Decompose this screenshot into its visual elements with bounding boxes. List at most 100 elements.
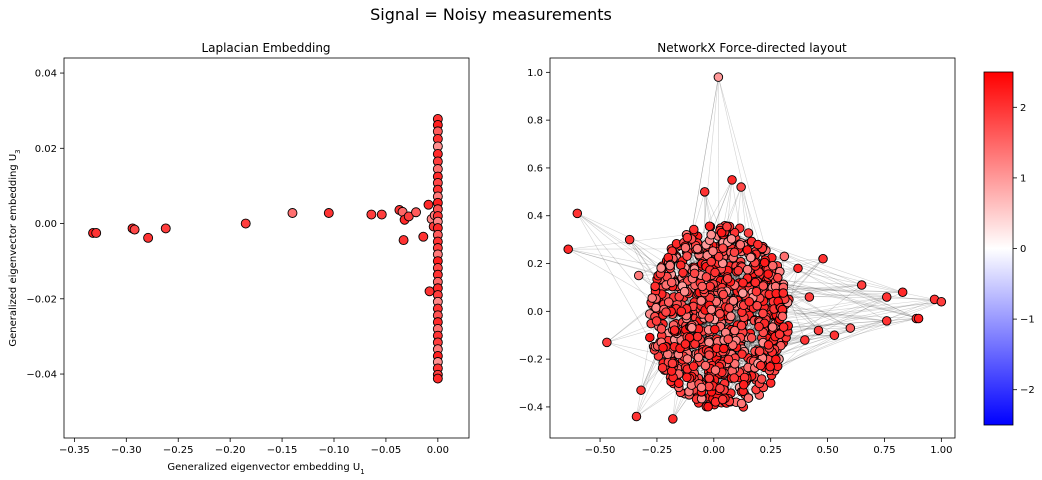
network-node <box>706 256 717 267</box>
network-node <box>651 316 662 326</box>
laplacian-point <box>432 373 443 384</box>
force-layout-x-tick-label: −0.50 <box>585 445 616 456</box>
network-node <box>697 281 707 292</box>
network-edge <box>636 337 651 417</box>
force-layout-x-tick-label: 0.00 <box>703 445 725 456</box>
network-node <box>680 242 691 253</box>
colorbar-tick-label: 1 <box>1020 173 1026 184</box>
laplacian-point <box>418 231 429 242</box>
network-node <box>723 334 733 344</box>
network-node <box>881 292 892 302</box>
network-node <box>738 278 748 288</box>
network-edge <box>778 318 917 329</box>
network-node <box>666 277 677 288</box>
network-edge <box>780 287 903 293</box>
laplacian-y-axis-label: Generalized eigenvector embedding U3 <box>8 149 22 346</box>
laplacian-y-ticks: −0.04 −0.02 0.00 0.02 0.04 <box>26 69 64 381</box>
laplacian-x-tick-label: −0.15 <box>267 445 298 456</box>
network-node <box>633 270 644 281</box>
network-node <box>699 187 710 197</box>
laplacian-point <box>366 209 377 220</box>
force-layout-plot-title: NetworkX Force-directed layout <box>657 41 847 55</box>
network-node <box>750 277 761 288</box>
network-node <box>759 257 770 268</box>
laplacian-x-tick-label: −0.10 <box>319 445 350 456</box>
network-node <box>647 293 657 303</box>
network-node <box>674 378 684 389</box>
laplacian-y-tick-label: −0.02 <box>26 294 57 305</box>
network-node <box>742 264 753 275</box>
network-node <box>746 333 757 343</box>
network-node <box>751 286 762 297</box>
network-node <box>636 385 646 395</box>
network-node <box>763 269 773 279</box>
laplacian-point <box>287 208 298 218</box>
network-node <box>710 324 720 335</box>
network-node <box>777 311 788 322</box>
laplacian-point <box>411 207 421 218</box>
network-node <box>813 325 824 336</box>
force-layout-x-tick-label: 1.00 <box>930 445 952 456</box>
network-node <box>602 337 612 348</box>
colorbar-tick-label: 2 <box>1020 103 1026 114</box>
network-node <box>706 304 717 315</box>
network-node <box>651 302 661 313</box>
network-nodes <box>563 72 947 424</box>
network-edge <box>760 249 919 319</box>
network-node <box>804 292 815 302</box>
network-node <box>767 322 778 332</box>
network-node <box>716 227 727 238</box>
network-node <box>733 265 744 276</box>
network-node <box>658 342 668 353</box>
force-layout-plot-frame <box>549 57 956 439</box>
network-node <box>897 287 908 297</box>
network-node <box>845 323 856 333</box>
laplacian-point <box>323 208 334 218</box>
network-edge <box>783 284 887 298</box>
network-node <box>913 313 924 324</box>
network-node <box>679 286 690 297</box>
laplacian-point <box>423 199 434 210</box>
force-layout-x-tick-label: 0.75 <box>873 445 895 456</box>
network-node <box>715 383 725 394</box>
force-layout-x-tick-label: −0.25 <box>642 445 673 456</box>
network-node <box>682 354 693 364</box>
laplacian-point <box>403 211 414 222</box>
network-node <box>680 339 691 349</box>
network-node <box>657 363 668 373</box>
network-edge <box>758 271 919 319</box>
network-edge <box>629 239 659 281</box>
network-edge <box>785 300 851 329</box>
network-node <box>706 229 716 240</box>
network-node <box>678 267 688 278</box>
network-node <box>663 297 674 307</box>
force-layout-x-tick-label: 0.50 <box>816 445 838 456</box>
laplacian-y-tick-label: 0.04 <box>35 69 57 80</box>
force-layout-y-tick-label: 1.0 <box>527 68 543 79</box>
network-node <box>645 332 655 343</box>
network-node <box>729 373 739 383</box>
network-node <box>754 346 765 357</box>
network-node <box>736 398 747 409</box>
network-node <box>793 263 803 274</box>
force-layout-y-tick-label: 0.4 <box>527 211 543 222</box>
network-node <box>722 273 733 284</box>
network-node <box>667 358 678 369</box>
network-node <box>736 182 746 192</box>
network-node <box>650 281 660 292</box>
network-node <box>718 289 729 300</box>
force-layout-x-tick-label: 0.25 <box>760 445 782 456</box>
network-node <box>735 239 746 250</box>
network-node <box>689 224 699 235</box>
network-node <box>746 252 756 263</box>
network-node <box>722 221 732 232</box>
force-layout-y-tick-label: 0.6 <box>527 163 543 174</box>
network-node <box>718 243 728 253</box>
network-node <box>656 324 667 334</box>
network-edge <box>779 301 942 320</box>
colorbar-tick-label: 0 <box>1020 244 1026 255</box>
network-node <box>758 281 769 291</box>
network-edge <box>708 299 935 352</box>
network-node <box>700 360 711 371</box>
